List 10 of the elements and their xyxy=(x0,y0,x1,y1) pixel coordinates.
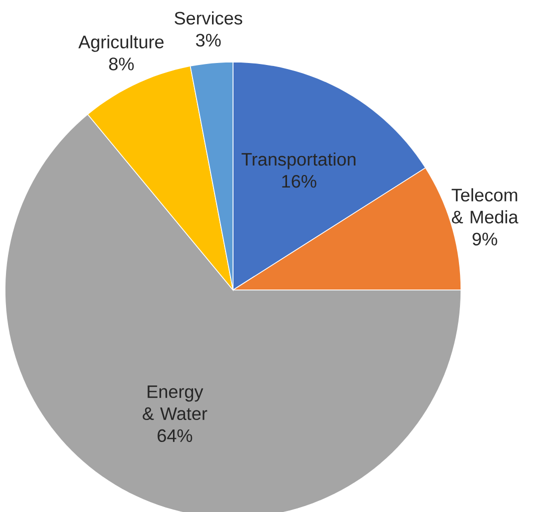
slice-label: Transportation xyxy=(242,152,356,170)
slice-label: Energy & Water xyxy=(142,385,208,420)
data-label: 9% xyxy=(472,232,498,246)
data-label: 8% xyxy=(109,58,134,70)
slice-label: Services xyxy=(174,11,242,25)
slice-label: Agriculture xyxy=(78,35,164,52)
data-label: 3% xyxy=(196,34,221,47)
data-label: 16% xyxy=(282,174,316,188)
slice-label: Telecom & Media xyxy=(452,188,518,224)
data-label: 64% xyxy=(158,429,192,442)
